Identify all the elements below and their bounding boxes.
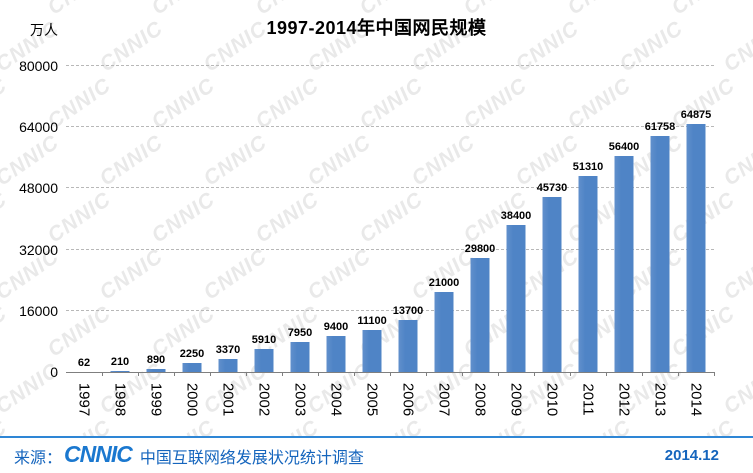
bar-slot: 7950 2003	[282, 66, 319, 416]
x-axis-tick-label: 1999	[147, 382, 165, 417]
x-axis-tick-label: 2005	[363, 382, 381, 417]
bar-slot: 11100 2005	[354, 66, 391, 416]
bar	[398, 319, 418, 372]
cnnic-watermark: CNNIC	[719, 244, 753, 305]
x-axis-tick-label: 1998	[111, 382, 129, 417]
plot-area: 0 16000 32000 48000 64000 80000 62 1997 210 1998 8…	[19, 58, 715, 416]
bar	[650, 135, 670, 372]
bar	[326, 336, 346, 372]
bar-slot: 38400 2009	[498, 66, 535, 416]
bar-slot: 45730 2010	[534, 66, 571, 416]
bar-slot: 62 1997	[66, 66, 103, 416]
source-footer: 来源： CNNIC 中国互联网络发展状况统计调查 2014.12	[0, 436, 753, 473]
y-axis-tick-label: 16000	[19, 302, 58, 319]
bar	[254, 349, 274, 372]
bar	[506, 225, 526, 372]
bar	[290, 341, 310, 372]
bar	[434, 291, 454, 372]
bar-value-label: 51310	[572, 160, 604, 173]
cnnic-watermark: CNNIC	[0, 187, 12, 248]
bar-value-label: 3370	[215, 344, 241, 357]
x-axis-tick-label: 2008	[471, 382, 489, 417]
bar-slot: 210 1998	[102, 66, 139, 416]
x-axis-tick-label: 2011	[579, 383, 597, 416]
bar-value-label: 210	[110, 356, 130, 369]
bar	[362, 329, 382, 372]
bar-slot: 13700 2006	[390, 66, 427, 416]
bar-value-label: 9400	[323, 321, 349, 334]
bar	[686, 123, 706, 372]
bar-slot: 5910 2002	[246, 66, 283, 416]
x-axis-tick-label: 2000	[183, 382, 201, 417]
bar	[614, 156, 634, 372]
gridline	[66, 187, 714, 189]
bar-value-label: 11100	[357, 314, 387, 327]
bar	[110, 371, 130, 372]
bar-value-label: 7950	[287, 326, 313, 339]
y-axis-tick-label: 64000	[19, 119, 58, 136]
source-line: 来源： CNNIC 中国互联网络发展状况统计调查	[14, 441, 364, 470]
bar-value-label: 5910	[251, 334, 277, 347]
x-axis-tick-label: 2002	[255, 382, 273, 417]
bar-value-label: 62	[77, 356, 91, 369]
bar-slot: 51310 2011	[570, 66, 607, 416]
chart-title: 1997-2014年中国网民规模	[266, 18, 487, 38]
bar-value-label: 2250	[179, 348, 205, 361]
x-axis-tick-label: 2010	[543, 382, 561, 417]
bar-value-label: 64875	[680, 108, 712, 121]
x-axis-tick-label: 2003	[291, 382, 309, 417]
gridline	[66, 65, 714, 66]
bar	[182, 363, 202, 372]
x-axis-tick-label: 2001	[219, 382, 237, 417]
x-axis-tick-label: 2006	[399, 382, 417, 417]
cnnic-watermark: CNNIC	[719, 358, 753, 419]
bar-slot: 9400 2004	[318, 66, 355, 416]
y-axis-tick-label: 0	[50, 364, 58, 380]
y-axis-tick-label: 48000	[19, 180, 58, 197]
cnnic-logo: CNNIC	[64, 441, 133, 467]
source-prefix-label: 来源：	[14, 449, 63, 467]
bar-value-label: 21000	[428, 276, 460, 289]
x-axis-tick-label: 2013	[651, 382, 669, 417]
bar-slot: 64875 2014	[678, 66, 715, 416]
bar-value-label: 29800	[464, 243, 496, 256]
bar-value-label: 13700	[392, 304, 424, 317]
x-axis-tick-label: 2007	[435, 382, 453, 417]
gridline	[66, 309, 714, 311]
y-axis-unit-label: 万人	[30, 22, 58, 38]
cnnic-watermark: CNNIC	[719, 130, 753, 191]
bar	[542, 197, 562, 372]
bar	[470, 258, 490, 372]
bar-value-label: 56400	[608, 141, 640, 154]
x-axis-tick-label: 1997	[75, 382, 93, 417]
bar	[578, 175, 598, 372]
y-axis-tick-label: 32000	[19, 241, 58, 258]
x-axis-tick-label: 2012	[615, 382, 633, 417]
bar-slot: 890 1999	[138, 66, 175, 416]
bar	[146, 368, 166, 372]
bar-value-label: 61758	[644, 120, 676, 133]
bar-slot: 2250 2000	[174, 66, 211, 416]
bar-slot: 29800 2008	[462, 66, 499, 416]
bar-value-label: 45730	[536, 182, 568, 195]
gridline	[66, 126, 714, 128]
gridline	[66, 248, 714, 250]
bar-slot: 61758 2013	[642, 66, 679, 416]
y-axis-tick-label: 80000	[19, 58, 58, 74]
bar-value-label: 38400	[500, 210, 532, 223]
bar	[218, 359, 238, 372]
bar-slot: 3370 2001	[210, 66, 247, 416]
x-axis-tick-label: 2004	[327, 382, 345, 417]
bar-slot: 21000 2007	[426, 66, 463, 416]
report-date: 2014.12	[664, 447, 719, 464]
bar-slot: 56400 2012	[606, 66, 643, 416]
x-axis-tick-label: 2014	[687, 382, 705, 417]
bar-value-label: 890	[146, 353, 166, 366]
x-axis-tick-label: 2009	[507, 382, 525, 417]
source-text-label: 中国互联网络发展状况统计调查	[139, 449, 364, 467]
